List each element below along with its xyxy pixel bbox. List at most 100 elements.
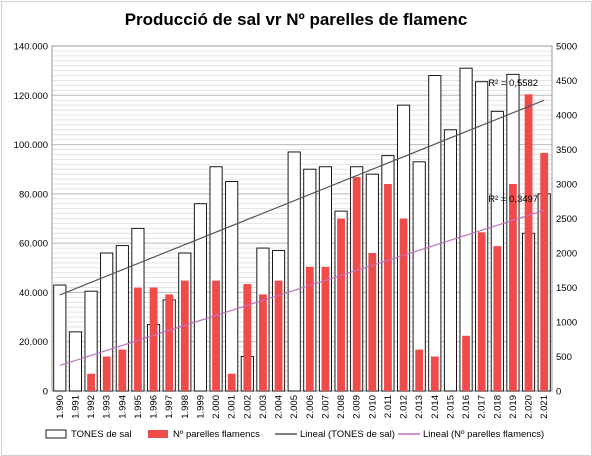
left-tick-label: 120.000 <box>14 91 48 102</box>
flamingo-bar <box>509 184 517 391</box>
x-tick-label: 2.009 <box>352 395 363 419</box>
flamingo-bar <box>180 280 189 391</box>
x-tick-label: 2.015 <box>445 395 456 419</box>
flamingo-bar <box>165 294 174 391</box>
flamingo-bar <box>430 356 439 391</box>
legend-label: Nº parelles flamencs <box>173 429 260 440</box>
x-tick-label: 2.013 <box>414 395 425 419</box>
flamingo-bar <box>399 218 408 391</box>
flamingo-bar <box>305 266 314 391</box>
flamingo-bar <box>321 266 330 391</box>
x-tick-label: 2.001 <box>227 395 238 419</box>
trendline <box>59 209 545 367</box>
flamingo-bar <box>352 177 361 391</box>
x-tick-label: 2.020 <box>524 395 535 419</box>
flamingo-bar <box>259 294 267 391</box>
legend-label: TONES de sal <box>71 429 132 440</box>
legend: TONES de sal Nº parelles flamencs Lineal (… <box>45 429 544 440</box>
flamingo-bar <box>368 253 377 391</box>
salt-bar <box>428 75 442 392</box>
right-tick-label: 500 <box>556 352 572 363</box>
legend-swatch <box>148 430 168 438</box>
x-tick-label: 2.005 <box>289 395 300 419</box>
salt-bar <box>225 181 239 392</box>
x-tick-label: 2.017 <box>477 395 488 419</box>
x-tick-label: 1.992 <box>86 395 97 419</box>
left-tick-label: 0 <box>43 387 48 398</box>
x-tick-label: 1.996 <box>149 395 160 419</box>
flamingo-bar <box>118 349 127 391</box>
right-tick-label: 5000 <box>556 42 577 53</box>
salt-bar <box>193 203 207 392</box>
salt-bar <box>443 129 457 392</box>
x-tick-label: 2.018 <box>492 395 503 419</box>
legend-label: Lineal (Nº parelles flamencs) <box>423 429 544 440</box>
flamingo-bar <box>384 184 392 391</box>
right-tick-label: 2000 <box>556 249 577 260</box>
flamingo-bar <box>134 287 142 391</box>
right-tick-label: 4500 <box>556 76 577 87</box>
x-tick-label: 2.003 <box>258 395 269 419</box>
flamingo-bar <box>462 335 470 391</box>
x-tick-label: 2.002 <box>242 395 253 419</box>
x-tick-label: 2.006 <box>305 395 316 419</box>
plot-area-border <box>51 45 553 392</box>
x-tick-label: 1.999 <box>195 395 206 419</box>
trendline <box>59 99 545 296</box>
left-axis-ticks: 0 20.000 40.000 60.000 80.000 100.000 120.000 1… <box>14 42 48 398</box>
flamingo-bar <box>493 246 502 391</box>
x-tick-label: 2.014 <box>430 395 441 419</box>
x-tick-label: 2.007 <box>320 395 331 419</box>
x-tick-label: 2.019 <box>508 395 519 419</box>
left-tick-label: 100.000 <box>14 140 48 151</box>
flamingo-bar <box>274 280 283 391</box>
x-tick-label: 1.998 <box>180 395 191 419</box>
legend-label: Lineal (TONES de sal) <box>300 429 395 440</box>
right-tick-label: 3000 <box>556 180 577 191</box>
right-tick-label: 2500 <box>556 214 577 225</box>
right-tick-label: 3500 <box>556 145 577 156</box>
right-tick-label: 1000 <box>556 318 577 329</box>
salt-bar <box>68 331 82 392</box>
r-squared-label: R² = 0,3497 <box>488 194 538 205</box>
x-tick-label: 1.991 <box>70 395 81 419</box>
flamingo-bar <box>540 152 549 391</box>
left-tick-label: 60.000 <box>19 239 48 250</box>
right-tick-label: 4000 <box>556 111 577 122</box>
chart-title: Producció de sal vr Nº parelles de flame… <box>124 10 468 29</box>
left-tick-label: 80.000 <box>19 189 48 200</box>
flamingo-bar <box>227 373 236 391</box>
x-axis-labels: 1.990 1.991 1.992 1.993 1.994 1.995 1.996 1.997… <box>55 395 550 419</box>
right-tick-label: 1500 <box>556 283 577 294</box>
flamingo-bar <box>243 284 252 391</box>
x-tick-label: 2.011 <box>383 395 394 418</box>
flamingo-bar <box>212 280 220 391</box>
flamingo-bar <box>524 94 533 392</box>
x-tick-label: 1.994 <box>117 395 128 419</box>
left-tick-label: 140.000 <box>14 42 48 53</box>
x-tick-label: 2.010 <box>367 395 378 419</box>
flamingo-bar <box>149 287 158 391</box>
x-tick-label: 2.008 <box>336 395 347 419</box>
x-tick-label: 2.000 <box>211 395 222 419</box>
x-tick-label: 1.995 <box>133 395 144 419</box>
r-squared-label: R² = 0,5582 <box>488 78 538 89</box>
right-axis-ticks: 0 500 1000 1500 2000 2500 3000 3500 4000 4500 5000 <box>556 42 577 398</box>
salt-bar <box>53 284 67 392</box>
salt-bar <box>287 151 301 392</box>
x-tick-label: 1.990 <box>55 395 66 419</box>
flamingo-bar <box>337 218 345 391</box>
flamingo-bar <box>87 373 95 391</box>
flamingo-bar <box>477 232 486 391</box>
x-tick-label: 2.004 <box>274 395 285 419</box>
flamingo-bar <box>415 349 424 391</box>
x-tick-label: 2.021 <box>539 395 550 419</box>
left-tick-label: 20.000 <box>19 337 48 348</box>
x-tick-label: 1.993 <box>102 395 113 419</box>
left-tick-label: 40.000 <box>19 288 48 299</box>
trendlines: R² = 0,5582 R² = 0,3497 <box>59 78 545 367</box>
flamingo-bar <box>102 356 111 391</box>
right-tick-label: 0 <box>556 387 561 398</box>
x-tick-label: 1.997 <box>164 395 175 419</box>
